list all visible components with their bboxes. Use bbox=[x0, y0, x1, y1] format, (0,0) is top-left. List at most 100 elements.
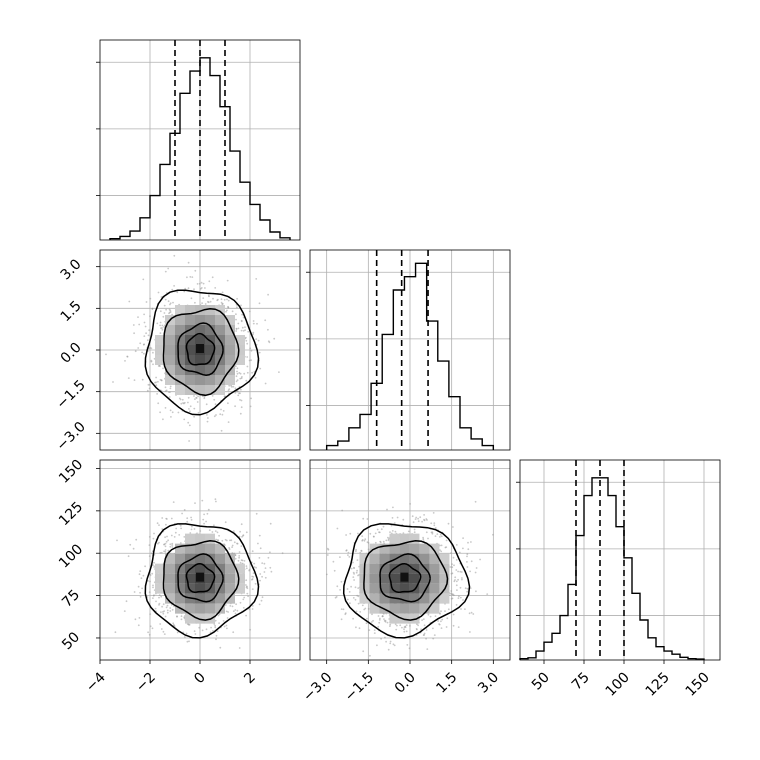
scatter-point bbox=[467, 548, 470, 551]
scatter-point bbox=[236, 379, 239, 381]
scatter-point bbox=[246, 371, 249, 374]
scatter-point bbox=[389, 642, 392, 645]
scatter-point bbox=[367, 542, 370, 544]
scatter-point bbox=[198, 282, 201, 285]
scatter-point bbox=[213, 415, 216, 418]
scatter-point bbox=[234, 612, 237, 615]
scatter-point bbox=[439, 533, 442, 536]
scatter-point bbox=[173, 625, 176, 627]
scatter-point bbox=[451, 566, 454, 569]
scatter-point bbox=[217, 614, 220, 617]
scatter-point bbox=[174, 531, 177, 534]
scatter-point bbox=[386, 508, 388, 511]
scatter-point bbox=[231, 310, 234, 313]
scatter-point bbox=[143, 313, 146, 316]
scatter-point bbox=[153, 532, 155, 535]
density-cell bbox=[195, 593, 205, 604]
scatter-point bbox=[250, 397, 253, 400]
scatter-point bbox=[188, 424, 191, 427]
scatter-point bbox=[179, 524, 182, 527]
scatter-point bbox=[433, 522, 436, 524]
scatter-point bbox=[387, 539, 390, 542]
density-cell bbox=[215, 593, 225, 604]
scatter-point bbox=[234, 405, 237, 408]
density-core bbox=[196, 572, 204, 582]
density-cell bbox=[185, 355, 195, 365]
scatter-point bbox=[466, 566, 469, 568]
scatter-point bbox=[193, 630, 196, 633]
scatter-point bbox=[407, 530, 410, 533]
scatter-point bbox=[240, 545, 243, 547]
scatter-point bbox=[242, 316, 245, 319]
density-cell bbox=[409, 603, 420, 614]
scatter-point bbox=[364, 538, 367, 541]
scatter-point bbox=[392, 643, 395, 646]
scatter-point bbox=[242, 598, 245, 601]
contour-line bbox=[342, 523, 471, 639]
scatter-point bbox=[180, 615, 183, 618]
scatter-point bbox=[142, 574, 145, 577]
contour-line bbox=[363, 540, 449, 621]
scatter-point bbox=[149, 580, 151, 583]
scatter-point bbox=[355, 548, 357, 551]
scatter-point bbox=[133, 379, 136, 381]
scatter-point bbox=[350, 567, 353, 570]
scatter-point bbox=[373, 629, 376, 631]
scatter-point bbox=[208, 280, 211, 283]
scatter-point bbox=[261, 575, 263, 578]
scatter-point bbox=[158, 541, 160, 544]
scatter-point bbox=[214, 530, 217, 532]
scatter-point bbox=[213, 524, 215, 527]
scatter-point bbox=[425, 637, 427, 640]
x-tick-label: 0.0 bbox=[392, 670, 419, 697]
density-cell bbox=[205, 593, 215, 604]
x-tick-label: 1.5 bbox=[433, 670, 460, 697]
scatter-point bbox=[137, 347, 140, 349]
density-cell bbox=[155, 563, 165, 574]
scatter-point bbox=[278, 371, 280, 373]
scatter-point bbox=[363, 539, 366, 542]
scatter-point bbox=[238, 392, 240, 395]
scatter-point bbox=[254, 376, 257, 379]
scatter-point bbox=[431, 532, 434, 535]
x-tick-label: 3.0 bbox=[475, 670, 502, 697]
scatter-point bbox=[165, 517, 168, 520]
scatter-point bbox=[204, 287, 206, 289]
scatter-point bbox=[227, 306, 230, 309]
scatter-point bbox=[195, 396, 198, 399]
x-tick-label: −1.5 bbox=[342, 670, 377, 705]
scatter-point bbox=[207, 301, 210, 304]
scatter-point bbox=[380, 528, 383, 531]
scatter-point bbox=[439, 544, 441, 547]
scatter-point bbox=[464, 587, 467, 590]
scatter-point bbox=[194, 398, 196, 400]
scatter-point bbox=[395, 628, 398, 631]
scatter-point bbox=[112, 381, 114, 383]
density-cell bbox=[205, 533, 215, 544]
scatter-point bbox=[141, 378, 144, 381]
density-cell bbox=[419, 573, 430, 584]
scatter-point bbox=[105, 353, 107, 356]
density-cell bbox=[215, 385, 225, 395]
density-cell bbox=[205, 325, 215, 335]
scatter-point bbox=[211, 531, 214, 533]
scatter-point bbox=[246, 356, 249, 358]
scatter-point bbox=[247, 595, 250, 598]
scatter-point bbox=[169, 607, 172, 609]
density-cell bbox=[175, 375, 185, 385]
scatter-point bbox=[148, 555, 151, 557]
density-cell bbox=[235, 563, 245, 574]
scatter-point bbox=[450, 552, 452, 554]
scatter-point bbox=[462, 599, 464, 601]
density-cell bbox=[439, 553, 450, 564]
density-cell bbox=[409, 593, 420, 604]
scatter-point bbox=[161, 528, 164, 530]
density-cell bbox=[215, 573, 225, 584]
scatter-point bbox=[179, 542, 182, 544]
density-cell bbox=[175, 365, 185, 375]
density-cell bbox=[185, 603, 195, 614]
scatter-point bbox=[252, 320, 255, 322]
scatter-point bbox=[252, 576, 255, 578]
scatter-point bbox=[235, 375, 238, 378]
scatter-point bbox=[212, 630, 214, 632]
